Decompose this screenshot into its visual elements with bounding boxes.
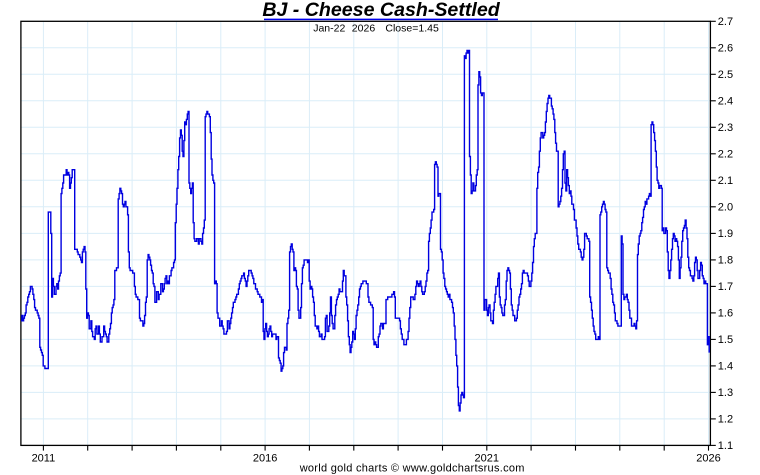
svg-text:2.5: 2.5 [718, 69, 733, 81]
svg-text:2.4: 2.4 [718, 96, 733, 108]
svg-text:2026: 2026 [352, 23, 376, 35]
svg-text:world gold charts © www.goldch: world gold charts © www.goldchartsrus.co… [299, 462, 525, 474]
svg-text:2.6: 2.6 [718, 43, 733, 55]
svg-text:1.1: 1.1 [718, 440, 733, 452]
svg-text:2016: 2016 [253, 453, 277, 465]
svg-text:1.7: 1.7 [718, 281, 733, 293]
svg-text:1.4: 1.4 [718, 361, 733, 373]
svg-text:2.1: 2.1 [718, 175, 733, 187]
svg-text:1.2: 1.2 [718, 414, 733, 426]
svg-text:1.6: 1.6 [718, 308, 733, 320]
svg-text:2.0: 2.0 [718, 202, 733, 214]
svg-text:2026: 2026 [696, 453, 720, 465]
svg-text:1.3: 1.3 [718, 387, 733, 399]
svg-text:BJ - Cheese Cash-Settled: BJ - Cheese Cash-Settled [262, 0, 500, 21]
svg-text:1.5: 1.5 [718, 334, 733, 346]
svg-text:1.9: 1.9 [718, 228, 733, 240]
svg-text:2.7: 2.7 [718, 16, 733, 28]
svg-text:1.8: 1.8 [718, 255, 733, 267]
svg-text:2.2: 2.2 [718, 149, 733, 161]
svg-text:2011: 2011 [32, 453, 56, 465]
svg-text:2021: 2021 [475, 453, 499, 465]
svg-text:2.3: 2.3 [718, 122, 733, 134]
svg-text:Jan-22: Jan-22 [313, 23, 345, 35]
svg-text:Close=1.45: Close=1.45 [385, 23, 439, 35]
